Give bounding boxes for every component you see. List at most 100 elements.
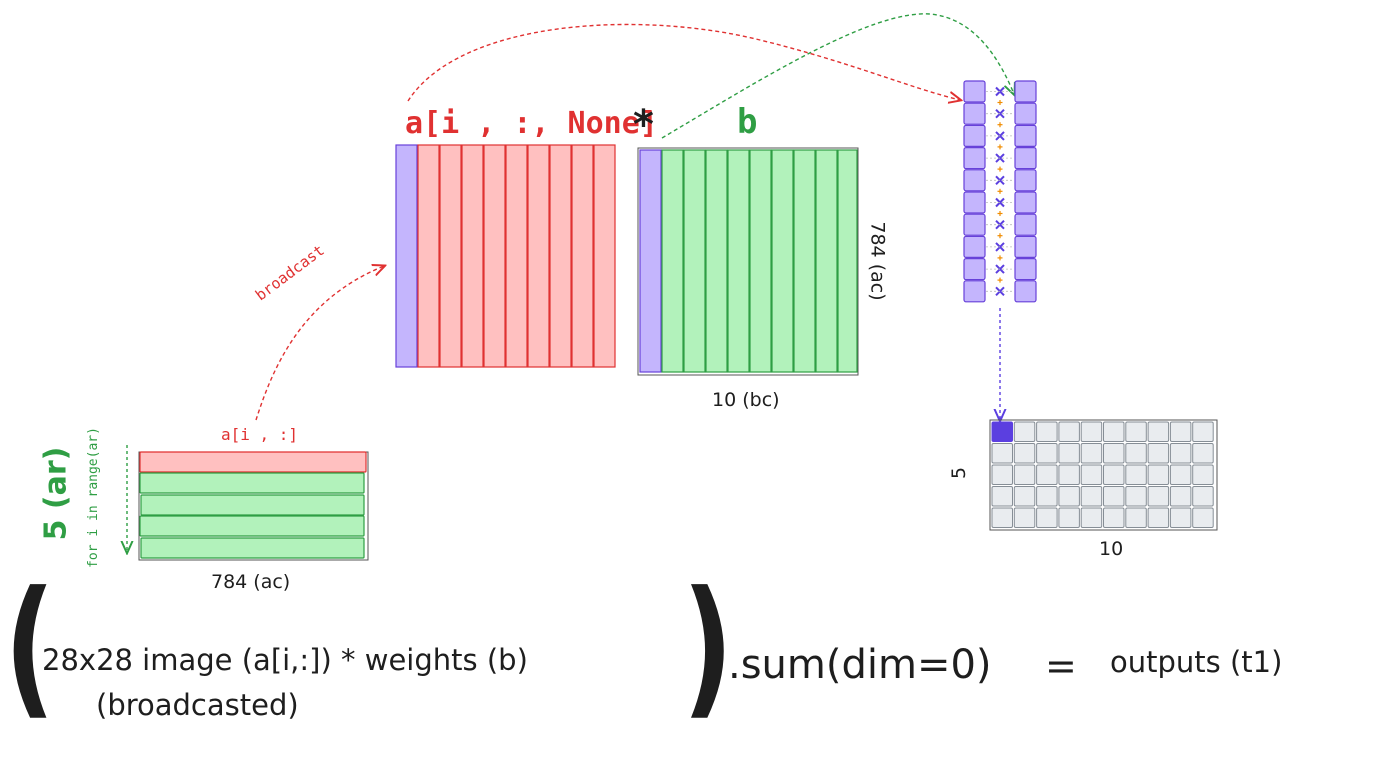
- column-green: [837, 149, 858, 373]
- vector-right: [1014, 80, 1037, 303]
- output-cell: [1058, 421, 1080, 442]
- output-cell: [1147, 443, 1170, 464]
- matrix-a-row: [139, 472, 365, 494]
- output-cell: [1192, 507, 1214, 528]
- plus-icon: [997, 233, 1003, 239]
- column-purple: [639, 149, 662, 373]
- broadcast-arrow: [255, 266, 384, 421]
- output-cell: [1080, 421, 1103, 442]
- output-cell: [1080, 464, 1103, 485]
- plus-icon: [997, 122, 1003, 128]
- output-cell: [1036, 443, 1058, 464]
- plus-icon: [997, 211, 1003, 216]
- output-cell-active: [991, 421, 1013, 442]
- vector-cell: [963, 280, 986, 303]
- matrix-a-row: [139, 515, 365, 537]
- output-cell: [991, 486, 1013, 507]
- output-cell: [1147, 486, 1170, 507]
- vector-left: [963, 80, 986, 303]
- vector-cell: [963, 147, 986, 170]
- vector-cell: [1014, 80, 1037, 103]
- plus-icon: [997, 166, 1003, 172]
- output-cell: [1058, 486, 1080, 507]
- vector-cell: [963, 191, 986, 214]
- b-label: b: [737, 102, 758, 142]
- vector-cell: [1014, 213, 1037, 236]
- column-green: [727, 149, 750, 373]
- output-cell: [1147, 507, 1170, 528]
- output-cell: [1147, 421, 1170, 442]
- output-cell: [991, 507, 1013, 528]
- output-cell: [991, 443, 1013, 464]
- vector-cell: [1014, 102, 1037, 125]
- formula-equals: =: [1045, 644, 1077, 688]
- output-cell: [1169, 507, 1192, 528]
- loop-label: for i in range(ar): [85, 427, 101, 568]
- vector-cell: [1014, 235, 1037, 258]
- plus-icon: [997, 144, 1003, 150]
- column-red: [417, 144, 440, 368]
- output-cell: [1125, 507, 1147, 528]
- ar-size-label: 5 (ar): [38, 446, 74, 541]
- plus-icon: [997, 100, 1003, 105]
- vector-cell: [1014, 124, 1037, 148]
- matrix-a-row: [140, 494, 365, 516]
- vector-cell: [963, 124, 986, 148]
- column-red: [439, 144, 462, 368]
- output-cell: [1013, 421, 1036, 442]
- vector-cell: [1014, 280, 1037, 303]
- matrix-a-row: [140, 537, 365, 559]
- vector-cell: [963, 235, 986, 258]
- output-cell: [1036, 486, 1058, 507]
- output-cell: [1058, 464, 1080, 485]
- output-cell: [1058, 507, 1080, 528]
- vector-cell: [963, 102, 986, 125]
- red-curve-arrow: [407, 23, 960, 101]
- output-cell: [991, 464, 1013, 485]
- matrix-b-frame: [637, 147, 859, 376]
- output-cell: [1036, 507, 1058, 528]
- column-red: [505, 144, 528, 368]
- matrix-a: [138, 451, 369, 561]
- matrix-a-broadcast: [395, 144, 616, 368]
- formula-open-paren: (: [4, 560, 56, 734]
- bc-size-label: 10 (bc): [712, 389, 780, 411]
- column-green: [705, 149, 728, 373]
- vector-cell: [963, 213, 986, 236]
- column-red: [483, 144, 506, 368]
- a-row-label: a[i , :]: [221, 425, 299, 444]
- vector-cell: [1014, 191, 1037, 214]
- column-red: [461, 144, 484, 368]
- column-green: [749, 149, 772, 373]
- formula-result: outputs (t1): [1110, 645, 1283, 679]
- formula-line1: 28x28 image (a[i,:]) * weights (b): [42, 643, 528, 677]
- vector-cell: [1014, 147, 1037, 170]
- formula-line2: (broadcasted): [96, 688, 299, 722]
- column-green: [771, 149, 794, 373]
- output-cell: [1013, 464, 1036, 485]
- multiply-star: *: [633, 102, 654, 148]
- output-cell: [1103, 507, 1125, 528]
- output-cols-label: 10: [1099, 538, 1124, 560]
- column-red: [593, 144, 616, 368]
- output-cell: [1169, 421, 1192, 442]
- vector-cell: [1014, 169, 1037, 192]
- output-cell: [1103, 421, 1125, 442]
- multiply-column: [986, 86, 1014, 297]
- output-cell: [1080, 443, 1103, 464]
- output-cell: [1125, 486, 1147, 507]
- vector-cell: [963, 80, 986, 103]
- output-cell: [1103, 443, 1125, 464]
- column-red: [527, 144, 550, 368]
- formula-close-paren: ): [682, 560, 734, 734]
- output-cell: [1103, 486, 1125, 507]
- column-purple: [395, 144, 418, 368]
- output-cell: [1125, 421, 1147, 442]
- vector-cell: [1014, 258, 1037, 281]
- output-cell: [1192, 486, 1214, 507]
- plus-icon: [997, 277, 1003, 283]
- output-cell: [1036, 421, 1058, 442]
- column-green: [661, 149, 684, 373]
- output-cell: [1192, 443, 1214, 464]
